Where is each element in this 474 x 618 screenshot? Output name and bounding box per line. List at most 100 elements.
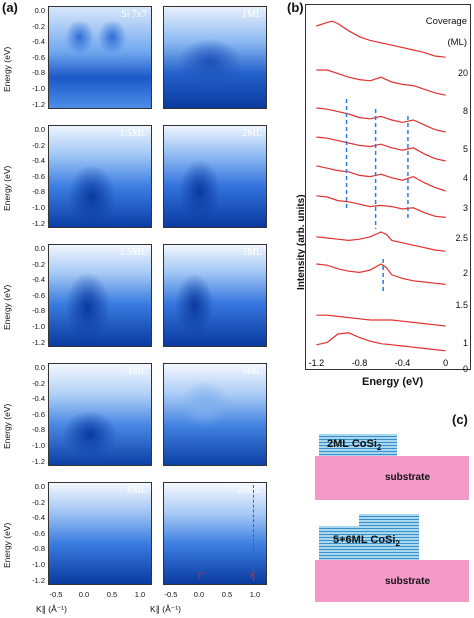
- coverage-label-2: 2: [462, 268, 468, 278]
- xtick-label: -0.5: [49, 590, 63, 599]
- ylabel-energy: Energy (eV): [2, 165, 12, 211]
- bottom-upper-stack: [359, 514, 419, 526]
- ytick-label: -0.6: [32, 290, 45, 300]
- ytick-label: -0.8: [32, 306, 45, 316]
- arpes-panel-label: 3ML: [242, 247, 262, 258]
- arpes-panel-3ml: 3ML: [163, 244, 267, 347]
- arpes-panel-label: 2ML: [242, 128, 262, 139]
- ytick-label: -0.8: [32, 187, 45, 197]
- spectrum-0ML: [316, 332, 446, 352]
- ytick-label: -1.2: [32, 575, 45, 585]
- arpes-panel-label: 1ML: [242, 9, 262, 20]
- arpes-panel-label: 20ML: [237, 485, 262, 496]
- substrate-bottom-label: substrate: [385, 576, 431, 587]
- ytick-label: -0.8: [32, 544, 45, 554]
- coverage-label-2.5: 2.5: [455, 233, 468, 243]
- xlabel-right: K∥ (Å⁻¹): [150, 604, 181, 614]
- coverage-label-5: 5: [462, 144, 468, 154]
- bottom-lower-stack: [319, 526, 419, 560]
- panel-a-letter: (a): [2, 0, 18, 15]
- top-layer-label: 2ML CoSi2: [327, 438, 382, 453]
- ytick-label: 0.0: [34, 125, 45, 134]
- ytick-label: -1.0: [32, 441, 45, 450]
- ytick-label: -0.2: [32, 21, 45, 31]
- spectra-xtick-label: 0: [443, 358, 448, 368]
- ytick-label: -0.4: [32, 156, 45, 166]
- spectra-plot: -1.2 -0.8 -0.4 0: [305, 4, 471, 370]
- arpes-panel-label: 4ML: [127, 366, 147, 377]
- substrate-top: [315, 456, 469, 500]
- coverage-label-1: 1: [462, 338, 468, 348]
- xtick-label: 1.0: [134, 590, 146, 599]
- ylabel-energy: Energy (eV): [2, 284, 12, 330]
- substrate-top-label: substrate: [385, 472, 431, 483]
- ytick-label: 0.0: [34, 482, 45, 491]
- legend-title-2: (ML): [447, 37, 467, 48]
- ytick-label: -1.0: [32, 203, 45, 212]
- legend-title: Coverage (ML): [415, 16, 467, 48]
- spectrum-20ML: [316, 20, 446, 58]
- spectrum-3ML: [316, 165, 446, 192]
- panel-b-xlabel: Energy (eV): [362, 376, 424, 388]
- ytick-label: -1.2: [32, 218, 45, 228]
- arpes-panel-label: 8ML: [127, 485, 147, 496]
- top-layer-stack: [319, 434, 397, 456]
- arpes-panel-20ml: 20ML Γ̄ K̄: [163, 482, 267, 585]
- ytick-label: 0.0: [34, 363, 45, 372]
- spectra-xtick-label: -0.8: [352, 358, 368, 368]
- arpes-panel-2.5ml: 2.5ML: [48, 244, 152, 347]
- ytick-label: -0.6: [32, 528, 45, 538]
- xtick-label: 0.0: [193, 590, 205, 599]
- arpes-panel-label: Si 7x7: [121, 9, 147, 20]
- arpes-panel-5ml: 5ML: [163, 363, 267, 466]
- legend-title-1: Coverage: [425, 16, 467, 27]
- arpes-panel-8ml: 8ML: [48, 482, 152, 585]
- ytick-label: -0.4: [32, 37, 45, 47]
- ytick-label: 0.0: [34, 6, 45, 15]
- panel-b-letter: (b): [287, 0, 304, 15]
- ytick-label: -0.8: [32, 425, 45, 435]
- gamma-point-label: Γ̄: [198, 571, 203, 581]
- ytick-label: -0.4: [32, 275, 45, 285]
- arpes-panel-si-7x7: Si 7x7: [48, 6, 152, 109]
- ytick-label: -1.0: [32, 322, 45, 331]
- xlabel-left: K∥ (Å⁻¹): [36, 604, 67, 614]
- ytick-label: -0.4: [32, 394, 45, 404]
- substrate-bottom: [315, 560, 469, 602]
- coverage-label-3: 3: [462, 203, 468, 213]
- ytick-label: -0.2: [32, 259, 45, 269]
- kbar-dashed-line: [253, 485, 254, 581]
- spectrum-1.5ML: [316, 263, 446, 285]
- kbar-point-label: K̄: [250, 571, 257, 581]
- diagram-top: 2ML CoSi2 substrate: [315, 430, 470, 502]
- ytick-label: -0.2: [32, 378, 45, 388]
- arpes-panel-2ml: 2ML: [163, 125, 267, 228]
- spectrum-5ML: [316, 107, 446, 133]
- arpes-panel-1ml: 1ML: [163, 6, 267, 109]
- spectra-xtick-label: -1.2: [309, 358, 325, 368]
- spectra-xtick-label: -0.4: [395, 358, 411, 368]
- spectrum-2ML: [316, 231, 446, 252]
- ytick-label: -1.2: [32, 337, 45, 347]
- ytick-label: -0.8: [32, 68, 45, 78]
- ylabel-energy: Energy (eV): [2, 46, 12, 92]
- coverage-label-20: 20: [457, 68, 468, 78]
- bottom-layer-label: 5+6ML CoSi2: [333, 534, 400, 549]
- arpes-panel-1.5ml: 1.5ML: [48, 125, 152, 228]
- xtick-label: 0.5: [221, 590, 233, 599]
- ytick-label: -1.2: [32, 99, 45, 109]
- spectrum-2.5ML: [316, 195, 446, 218]
- ytick-label: -0.6: [32, 409, 45, 419]
- spectrum-8ML: [316, 69, 446, 96]
- ytick-label: -0.4: [32, 513, 45, 523]
- ylabel-energy: Energy (eV): [2, 403, 12, 449]
- panel-c-letter: (c): [452, 412, 468, 427]
- xtick-label: 0.0: [78, 590, 90, 599]
- ytick-label: -0.6: [32, 52, 45, 62]
- xtick-label: -0.5: [164, 590, 178, 599]
- coverage-label-4: 4: [462, 173, 468, 183]
- coverage-label-8: 8: [462, 106, 468, 116]
- arpes-panel-4ml: 4ML: [48, 363, 152, 466]
- arpes-panel-label: 5ML: [242, 366, 262, 377]
- ylabel-energy: Energy (eV): [2, 522, 12, 568]
